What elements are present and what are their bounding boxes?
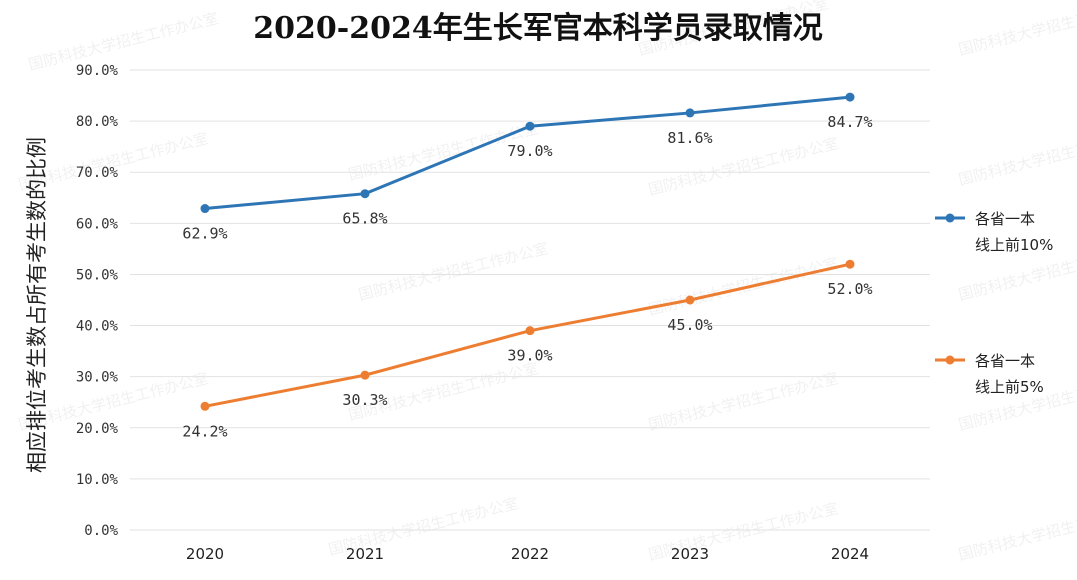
data-label: 84.7%: [827, 113, 872, 131]
y-tick-label: 0.0%: [84, 523, 118, 539]
data-label: 81.6%: [667, 129, 712, 147]
y-tick-label: 70.0%: [76, 165, 119, 181]
watermark-text: 国防科技大学招生工作办公室: [957, 499, 1077, 564]
legend-label: 线上前5%: [975, 378, 1044, 396]
x-tick-label: 2023: [671, 545, 709, 563]
data-point: [360, 189, 370, 199]
legend-label: 各省一本: [975, 210, 1035, 228]
y-axis-label: 相应排位考生数占所有考生数的比例: [25, 137, 49, 473]
data-point: [845, 92, 855, 102]
watermark-text: 国防科技大学招生工作办公室: [647, 369, 841, 434]
y-tick-label: 90.0%: [76, 63, 119, 79]
y-axis-ticks: 0.0% 10.0% 20.0% 30.0% 40.0% 50.0% 60.0% 70.0% 8…: [76, 63, 119, 539]
watermark-text: 国防科技大学招生工作办公室: [27, 9, 221, 74]
legend-label: 各省一本: [975, 352, 1035, 370]
data-label: 52.0%: [827, 280, 872, 298]
x-tick-label: 2021: [346, 545, 384, 563]
data-label: 45.0%: [667, 316, 712, 334]
data-point: [525, 121, 535, 131]
data-point: [685, 108, 695, 118]
legend-marker: [945, 213, 955, 223]
y-tick-label: 50.0%: [76, 267, 119, 283]
data-label: 39.0%: [507, 347, 552, 365]
data-point: [200, 401, 210, 411]
data-point: [685, 295, 695, 305]
data-label: 65.8%: [342, 210, 387, 228]
data-label: 30.3%: [342, 391, 387, 409]
gridlines: [130, 69, 930, 531]
data-point: [525, 326, 535, 336]
x-axis-ticks: 2020 2021 2022 2023 2024: [186, 545, 869, 563]
series-line: [204, 262, 851, 408]
series-2: 24.2% 30.3% 39.0% 45.0% 52.0%: [182, 259, 873, 440]
watermark-text: 国防科技大学招生工作办公室: [357, 239, 551, 304]
data-label: 24.2%: [182, 422, 227, 440]
legend-marker: [945, 355, 955, 365]
x-tick-label: 2020: [186, 545, 224, 563]
watermark-text: 国防科技大学招生工作办公室: [957, 0, 1077, 59]
data-point: [360, 370, 370, 380]
data-label: 62.9%: [182, 225, 227, 243]
series-layer: 62.9% 65.8% 79.0% 81.6% 84.7% 24.2% 30.3% 39.0%…: [182, 92, 873, 440]
y-tick-label: 20.0%: [76, 421, 119, 437]
chart-title: 2020-2024年生长军官本科学员录取情况: [253, 11, 822, 46]
x-tick-label: 2022: [511, 545, 549, 563]
y-tick-label: 40.0%: [76, 319, 119, 335]
y-tick-label: 80.0%: [76, 114, 119, 130]
x-tick-label: 2024: [831, 545, 869, 563]
y-tick-label: 60.0%: [76, 216, 119, 232]
data-point: [845, 259, 855, 269]
y-tick-label: 10.0%: [76, 472, 119, 488]
y-tick-label: 30.0%: [76, 370, 119, 386]
legend-label: 线上前10%: [975, 236, 1053, 254]
data-label: 79.0%: [507, 142, 552, 160]
series-1: 62.9% 65.8% 79.0% 81.6% 84.7%: [182, 92, 873, 243]
data-point: [200, 204, 210, 214]
watermark-text: 国防科技大学招生工作办公室: [957, 124, 1077, 189]
